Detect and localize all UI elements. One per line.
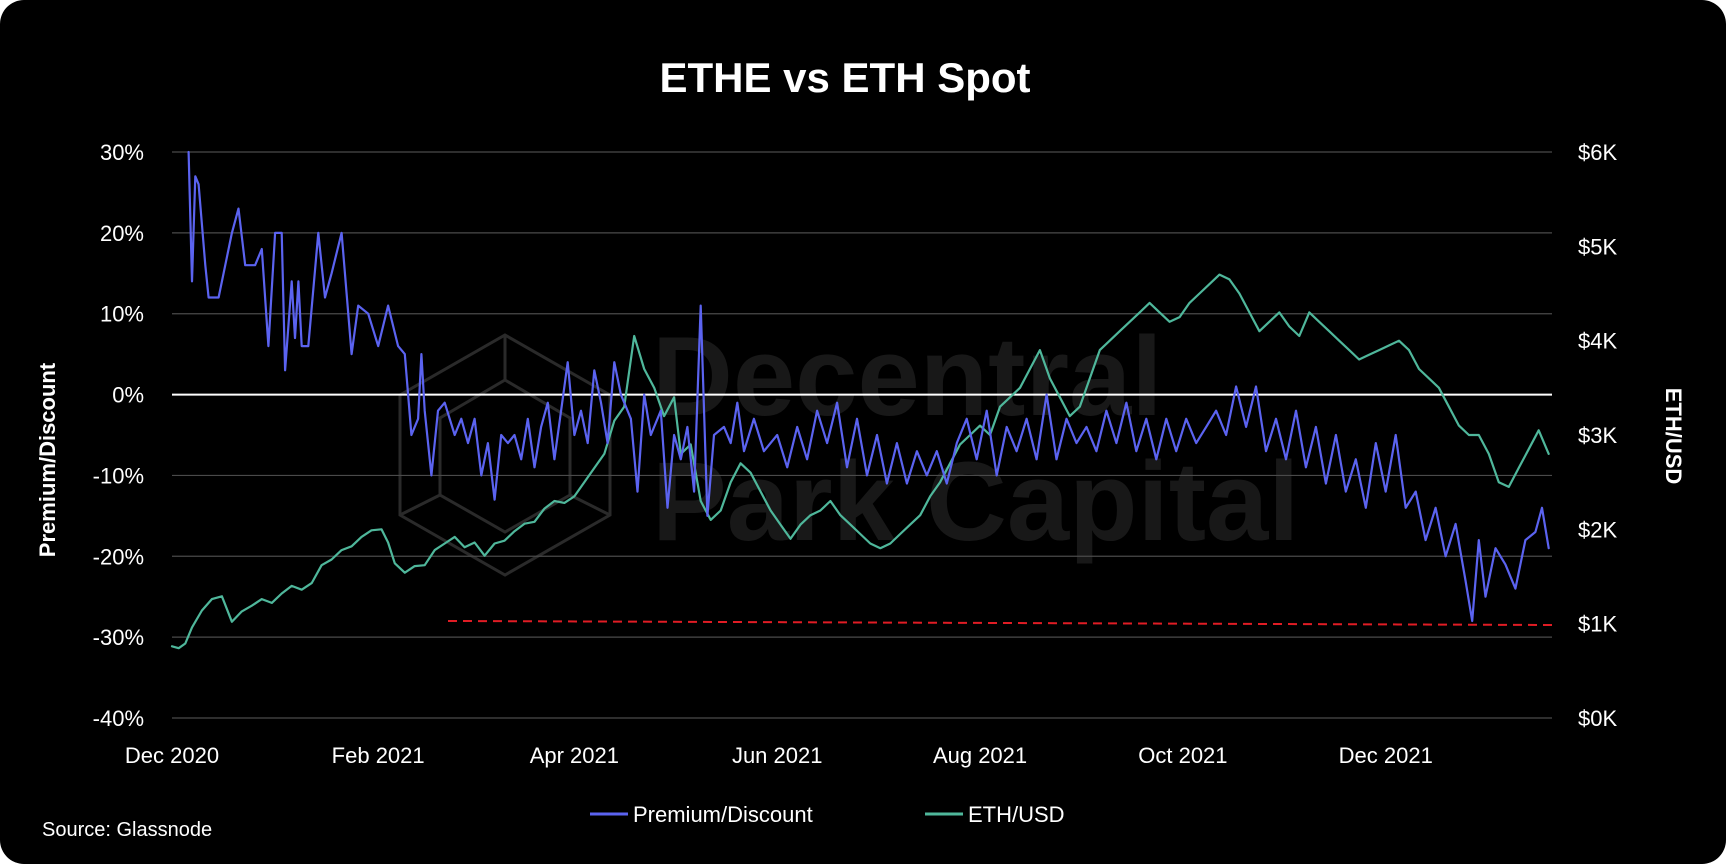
y-left-tick-label: -40% (93, 706, 144, 731)
x-tick-label: Oct 2021 (1138, 743, 1227, 768)
y-left-tick-label: 10% (100, 302, 144, 327)
y-left-tick-label: 0% (112, 383, 144, 408)
watermark-line-1: Decentral (652, 314, 1162, 439)
legend-label-premium: Premium/Discount (633, 802, 813, 827)
y-left-tick-label: -10% (93, 463, 144, 488)
series (170, 150, 1550, 650)
reference-line-layer (447, 619, 1553, 627)
y-right-tick-label: $0K (1578, 706, 1617, 731)
y-axis-left-title: Premium/Discount (35, 362, 60, 557)
legend-label-eth: ETH/USD (968, 802, 1065, 827)
y-left-tick-label: 20% (100, 221, 144, 246)
legend: Premium/Discount ETH/USD (590, 802, 1065, 827)
x-axis: Dec 2020 Feb 2021 Apr 2021 Jun 2021 Aug 2021… (125, 743, 1433, 768)
y-right-tick-label: $1K (1578, 612, 1617, 637)
x-tick-label: Jun 2021 (732, 743, 823, 768)
grid (172, 151, 1552, 719)
y-left-tick-label: 30% (100, 140, 144, 165)
x-tick-label: Dec 2021 (1339, 743, 1433, 768)
y-right-tick-label: $6K (1578, 140, 1617, 165)
source-note: Source: Glassnode (42, 819, 212, 841)
y-right-tick-label: $3K (1578, 423, 1617, 448)
y-axis-left: 30% 20% 10% 0% -10% -20% -30% -40% (93, 140, 144, 731)
x-tick-label: Apr 2021 (530, 743, 619, 768)
y-axis-right: $6K $5K $4K $3K $2K $1K $0K (1578, 140, 1617, 731)
y-axis-right-title: ETH/USD (1661, 388, 1686, 485)
y-right-tick-label: $2K (1578, 517, 1617, 542)
watermark-line-2: Park Capital (652, 439, 1299, 564)
series-line-premium-discount (187, 150, 1550, 623)
series-line-eth-usd (170, 273, 1550, 650)
chart-title: ETHE vs ETH Spot (659, 54, 1030, 101)
legend-item-premium: Premium/Discount (590, 802, 813, 827)
y-right-tick-label: $5K (1578, 234, 1617, 259)
y-right-tick-label: $4K (1578, 329, 1617, 354)
legend-item-eth: ETH/USD (925, 802, 1065, 827)
x-tick-label: Dec 2020 (125, 743, 219, 768)
reference-line (447, 619, 1553, 627)
x-tick-label: Aug 2021 (933, 743, 1027, 768)
y-left-tick-label: -20% (93, 544, 144, 569)
x-tick-label: Feb 2021 (332, 743, 425, 768)
y-left-tick-label: -30% (93, 625, 144, 650)
watermark: Decentral Park Capital (398, 314, 1299, 577)
